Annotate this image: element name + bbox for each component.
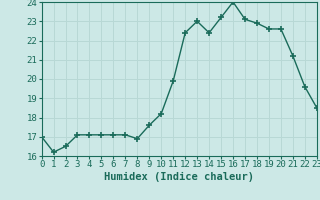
X-axis label: Humidex (Indice chaleur): Humidex (Indice chaleur) <box>104 172 254 182</box>
